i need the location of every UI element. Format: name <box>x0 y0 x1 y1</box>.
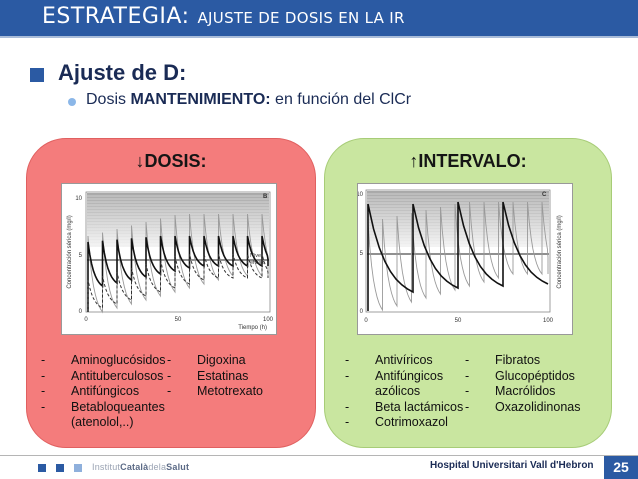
list-item: - Fibratos <box>465 353 541 367</box>
dose-ytick-0: 0 <box>79 309 83 315</box>
main-heading: Ajuste de D: <box>58 60 187 85</box>
interval-ytick-0: 0 <box>360 309 364 315</box>
dose-curve-reduced <box>87 235 269 312</box>
round-bullet-icon <box>68 98 76 106</box>
dose-xtick-0: 0 <box>84 317 88 323</box>
interval-curve-extended <box>367 201 549 311</box>
title-underline <box>0 36 638 38</box>
interval-drug-list-2: - Fibratos - Glucopéptidos - Macrólidos - Ox… <box>465 353 580 415</box>
list-item: - Antifúngicos <box>41 384 140 398</box>
interval-xtick-50: 50 <box>455 318 462 324</box>
interval-extension-panel: ↑INTERVALO: 0 5 10 0 50 100 C Concentrac… <box>324 138 612 448</box>
interval-xtick-100: 100 <box>543 318 554 324</box>
footer-divider <box>0 455 638 456</box>
list-item: - Digoxina <box>167 353 246 367</box>
footer-square-icon <box>56 464 64 472</box>
interval-xtick-0: 0 <box>364 318 368 324</box>
interval-panel-letter: C <box>542 192 547 198</box>
title-bar <box>0 0 638 36</box>
dose-ytick-5: 5 <box>79 253 83 259</box>
dose-panel-title: ↓DOSIS: <box>135 151 207 171</box>
interval-chart-svg: 0 5 10 0 50 100 C Concentración sérica (… <box>358 189 563 324</box>
subpoint-prefix: Dosis <box>86 91 131 108</box>
list-item: - Cotrimoxazol <box>345 415 448 429</box>
dose-annotation-2: eficaz <box>250 260 265 266</box>
dose-xlabel: Tiempo (h) <box>238 325 267 331</box>
dose-ytick-10: 10 <box>75 196 82 202</box>
list-item: - Glucopéptidos <box>465 368 575 383</box>
dose-xtick-100: 100 <box>263 317 274 323</box>
list-item: - Beta lactámicos <box>345 399 464 414</box>
subpoint-rest: en función del ClCr <box>270 91 412 108</box>
interval-ytick-5: 5 <box>360 251 364 257</box>
square-bullet-icon <box>30 68 44 82</box>
interval-ytick-10: 10 <box>358 192 364 198</box>
footer-square-icon <box>74 464 82 472</box>
dose-annotation-1: Nivel <box>250 253 262 259</box>
slide-title: ESTRATEGIA: AJUSTE DE DOSIS EN LA IR <box>42 4 405 29</box>
list-item: - Betabloqueantes <box>41 399 165 414</box>
list-item: (atenolol,..) <box>71 415 134 429</box>
subpoint-bold: MANTENIMIENTO: <box>130 91 271 108</box>
dose-curve-dashed <box>87 253 269 312</box>
dose-drug-list-2: - Digoxina - Estatinas - Metotrexato <box>167 353 263 400</box>
interval-drug-list-1: - Antivíricos - Antifúngicos azólicos - Bet… <box>345 353 463 431</box>
list-item: - Antifúngicos <box>345 368 444 383</box>
ics-logo: InstitutCatalàdelaSalut <box>92 462 190 472</box>
list-item: - Oxazolidinonas <box>465 399 581 414</box>
dose-chart-svg: 0 5 10 0 50 100 Tiempo (h) B Nivel efica… <box>67 191 274 331</box>
dose-drug-list-1: - Aminoglucósidos - Antituberculosos - Anti… <box>41 353 166 431</box>
hospital-name: Hospital Universitari Vall d'Hebron <box>430 460 594 471</box>
interval-chart: 0 5 10 0 50 100 C Concentración sérica (… <box>357 183 573 335</box>
subpoint: Dosis MANTENIMIENTO: en función del ClCr <box>86 91 411 109</box>
slide-title-sub: AJUSTE DE DOSIS EN LA IR <box>197 9 405 27</box>
dose-panel-letter: B <box>263 194 268 200</box>
list-item: - Macrólidos <box>465 384 556 398</box>
page-number: 25 <box>604 456 638 479</box>
list-item: - Antivíricos <box>345 353 433 367</box>
dose-xtick-50: 50 <box>175 317 182 323</box>
slide-title-main: ESTRATEGIA: <box>42 4 190 29</box>
list-item: - Estatinas <box>167 368 249 383</box>
list-item: - Antituberculosos <box>41 368 164 383</box>
footer-square-icon <box>38 464 46 472</box>
interval-panel-title: ↑INTERVALO: <box>409 151 527 171</box>
list-item: azólicos <box>375 384 421 398</box>
dose-ylabel: Concentración sérica (mg/l) <box>67 215 73 288</box>
dose-chart: 0 5 10 0 50 100 Tiempo (h) B Nivel efica… <box>61 183 277 335</box>
list-item: - Aminoglucósidos <box>41 353 166 367</box>
interval-ylabel: Concentración sérica (mg/l) <box>557 215 563 288</box>
list-item: - Metotrexato <box>167 384 264 398</box>
dose-reduction-panel: ↓DOSIS: 0 5 10 0 50 100 Tiempo (h) B <box>26 138 316 448</box>
